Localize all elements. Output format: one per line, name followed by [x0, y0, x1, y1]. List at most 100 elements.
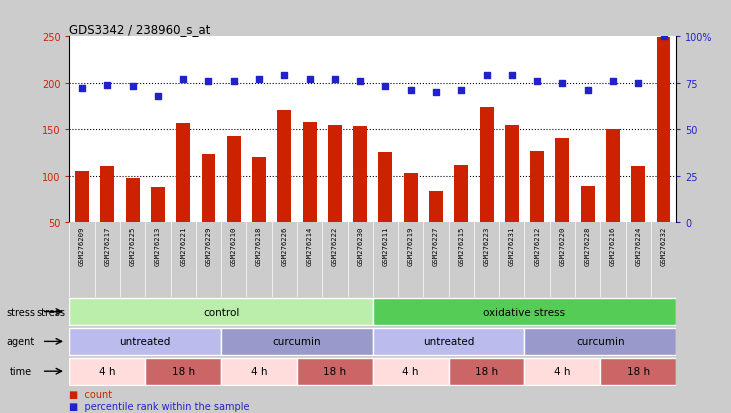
Text: GSM276229: GSM276229 [205, 226, 211, 266]
Bar [69, 328, 221, 355]
Text: curcumin: curcumin [576, 337, 625, 347]
Bar [69, 358, 145, 385]
Text: GSM276227: GSM276227 [433, 226, 439, 266]
Point [658, 34, 670, 40]
Text: agent: agent [7, 337, 35, 347]
Text: GSM276212: GSM276212 [534, 226, 540, 266]
Text: GSM276222: GSM276222 [332, 226, 338, 266]
Bar [221, 328, 373, 355]
Text: GSM276221: GSM276221 [181, 226, 186, 266]
Text: 18 h: 18 h [475, 366, 498, 376]
Text: GSM276223: GSM276223 [484, 226, 490, 266]
Bar [373, 328, 525, 355]
Bar [303, 123, 317, 223]
Text: GSM276231: GSM276231 [509, 226, 515, 266]
Bar [455, 165, 469, 223]
Point [76, 86, 88, 93]
Text: GSM276219: GSM276219 [408, 226, 414, 266]
Point [607, 78, 619, 85]
Point [178, 76, 189, 83]
Point [329, 76, 341, 83]
Bar [75, 172, 89, 223]
Bar [277, 110, 291, 223]
Text: GSM276209: GSM276209 [79, 226, 85, 266]
Text: GSM276211: GSM276211 [382, 226, 388, 266]
Bar [449, 358, 525, 385]
Text: time: time [10, 366, 32, 376]
Text: untreated: untreated [120, 337, 171, 347]
Point [202, 78, 214, 85]
Text: oxidative stress: oxidative stress [483, 307, 566, 317]
Point [304, 76, 316, 83]
Bar [556, 138, 569, 223]
Bar [404, 173, 417, 223]
Text: 18 h: 18 h [172, 366, 194, 376]
Text: GSM276220: GSM276220 [559, 226, 565, 266]
Text: GSM276210: GSM276210 [231, 226, 237, 266]
Text: 4 h: 4 h [554, 366, 571, 376]
Point [152, 93, 164, 100]
Bar [524, 358, 600, 385]
Bar [379, 153, 393, 223]
Point [632, 80, 644, 87]
Bar [530, 151, 544, 223]
Bar [524, 328, 676, 355]
Text: untreated: untreated [423, 337, 474, 347]
Bar [656, 38, 670, 223]
Text: GSM276226: GSM276226 [281, 226, 287, 266]
Bar [373, 299, 676, 325]
Text: GSM276214: GSM276214 [306, 226, 313, 266]
Point [506, 73, 518, 79]
Point [405, 88, 417, 94]
Bar [227, 136, 240, 223]
Bar [429, 191, 443, 223]
Bar [328, 125, 342, 223]
Bar [505, 125, 519, 223]
Bar [600, 358, 676, 385]
Point [102, 82, 113, 89]
Text: GSM276217: GSM276217 [105, 226, 110, 266]
Point [455, 88, 467, 94]
Text: GSM276213: GSM276213 [155, 226, 161, 266]
Bar [151, 188, 165, 223]
Text: control: control [203, 307, 239, 317]
Point [582, 88, 594, 94]
Point [531, 78, 543, 85]
Text: GSM276218: GSM276218 [256, 226, 262, 266]
Bar [100, 167, 114, 223]
Text: GSM276224: GSM276224 [635, 226, 641, 266]
Bar [145, 358, 221, 385]
Point [253, 76, 265, 83]
Text: ■  count: ■ count [69, 389, 113, 399]
Text: GDS3342 / 238960_s_at: GDS3342 / 238960_s_at [69, 23, 211, 36]
Point [228, 78, 240, 85]
Text: GSM276232: GSM276232 [661, 226, 667, 266]
Text: GSM276230: GSM276230 [357, 226, 363, 266]
Text: GSM276216: GSM276216 [610, 226, 616, 266]
Text: stress: stress [37, 307, 66, 317]
Text: 4 h: 4 h [99, 366, 115, 376]
Bar [297, 358, 373, 385]
Point [279, 73, 290, 79]
Bar [176, 123, 190, 223]
Point [430, 90, 442, 96]
Point [355, 78, 366, 85]
Text: GSM276225: GSM276225 [129, 226, 136, 266]
Text: GSM276215: GSM276215 [458, 226, 464, 266]
Text: ■  percentile rank within the sample: ■ percentile rank within the sample [69, 401, 250, 411]
Bar [202, 155, 216, 223]
Bar [373, 358, 449, 385]
Bar [580, 186, 594, 223]
Bar [221, 358, 297, 385]
Text: GSM276228: GSM276228 [585, 226, 591, 266]
Bar [606, 130, 620, 223]
Point [481, 73, 493, 79]
Bar [69, 299, 373, 325]
Point [379, 84, 391, 90]
Point [556, 80, 568, 87]
Text: 18 h: 18 h [323, 366, 346, 376]
Point [126, 84, 138, 90]
Bar [126, 179, 140, 223]
Bar [480, 108, 493, 223]
Text: 18 h: 18 h [626, 366, 650, 376]
